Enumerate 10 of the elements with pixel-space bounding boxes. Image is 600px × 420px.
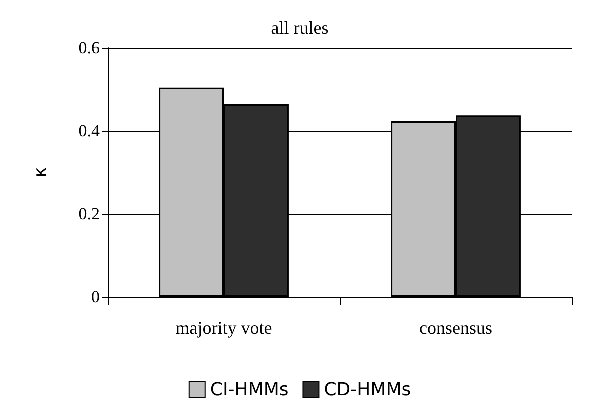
y-tick-label: 0.4 bbox=[78, 122, 100, 140]
y-tick-label: 0 bbox=[92, 288, 100, 306]
legend-label: CD-HMMs bbox=[324, 380, 412, 400]
x-tick-label: majority vote bbox=[176, 318, 272, 338]
legend-label: CI-HMMs bbox=[210, 380, 289, 400]
y-axis-title: κ bbox=[30, 166, 52, 178]
x-tick-label: consensus bbox=[420, 318, 492, 338]
y-tick-label: 0.2 bbox=[78, 204, 100, 224]
chart-title: all rules bbox=[271, 18, 329, 38]
y-tick-label: 0.6 bbox=[78, 38, 100, 58]
